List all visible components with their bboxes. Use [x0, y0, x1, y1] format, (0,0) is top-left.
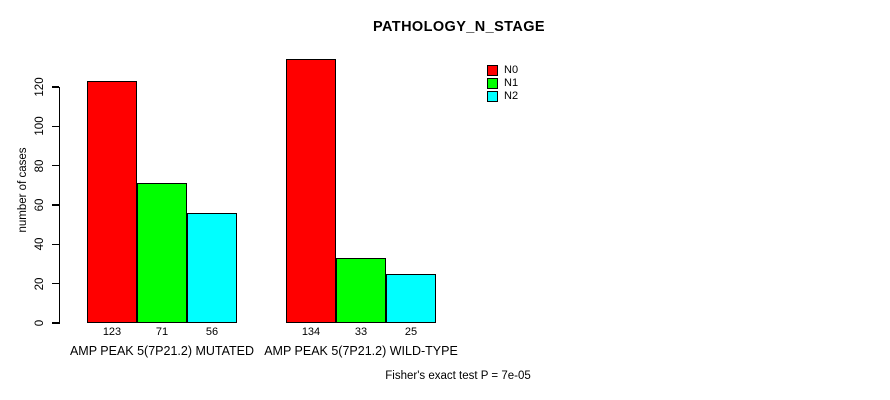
y-tick-mark — [52, 164, 59, 167]
y-tick-label: 0 — [34, 319, 46, 327]
bar-n1-group1 — [137, 183, 187, 323]
legend-label: N2 — [504, 90, 519, 102]
bar-n0-group2 — [286, 59, 336, 323]
legend-item: N0 — [487, 64, 518, 77]
y-tick-label: 120 — [34, 77, 46, 97]
bar-n2-group1 — [187, 213, 237, 323]
y-tick-label: 40 — [34, 237, 46, 251]
y-tick-mark — [52, 322, 59, 324]
legend: N0 N1 N2 — [487, 64, 518, 103]
y-tick-label: 80 — [34, 159, 46, 173]
bar-value-label: 33 — [354, 326, 368, 338]
legend-item: N1 — [487, 77, 518, 90]
y-tick-mark — [52, 243, 59, 246]
legend-swatch-n2 — [487, 91, 498, 102]
y-axis-label: number of cases — [17, 147, 29, 233]
bar-value-label: 25 — [404, 326, 418, 338]
y-tick-mark — [52, 204, 59, 206]
y-tick-label: 20 — [34, 277, 46, 291]
y-tick-mark — [52, 86, 59, 88]
bar-n1-group2 — [336, 258, 386, 323]
chart-title: PATHOLOGY_N_STAGE — [373, 19, 545, 35]
y-tick-label: 100 — [34, 116, 46, 136]
group-label: AMP PEAK 5(7P21.2) MUTATED — [69, 344, 255, 358]
bar-value-label: 71 — [155, 326, 169, 338]
bar-n2-group2 — [386, 274, 436, 323]
bar-n0-group1 — [87, 81, 137, 323]
legend-label: N1 — [504, 77, 519, 89]
bar-value-label: 123 — [102, 326, 122, 338]
legend-label: N0 — [504, 64, 519, 76]
legend-item: N2 — [487, 90, 518, 103]
group-label: AMP PEAK 5(7P21.2) WILD-TYPE — [264, 344, 458, 358]
bar-value-label: 134 — [301, 326, 321, 338]
y-tick-mark — [52, 282, 59, 285]
legend-swatch-n1 — [487, 78, 498, 89]
stat-test-annotation: Fisher's exact test P = 7e-05 — [385, 370, 531, 382]
y-tick-mark — [52, 125, 59, 128]
bar-value-label: 56 — [205, 326, 219, 338]
y-axis-line — [58, 86, 60, 324]
legend-swatch-n0 — [487, 65, 498, 76]
y-tick-label: 60 — [34, 198, 46, 212]
